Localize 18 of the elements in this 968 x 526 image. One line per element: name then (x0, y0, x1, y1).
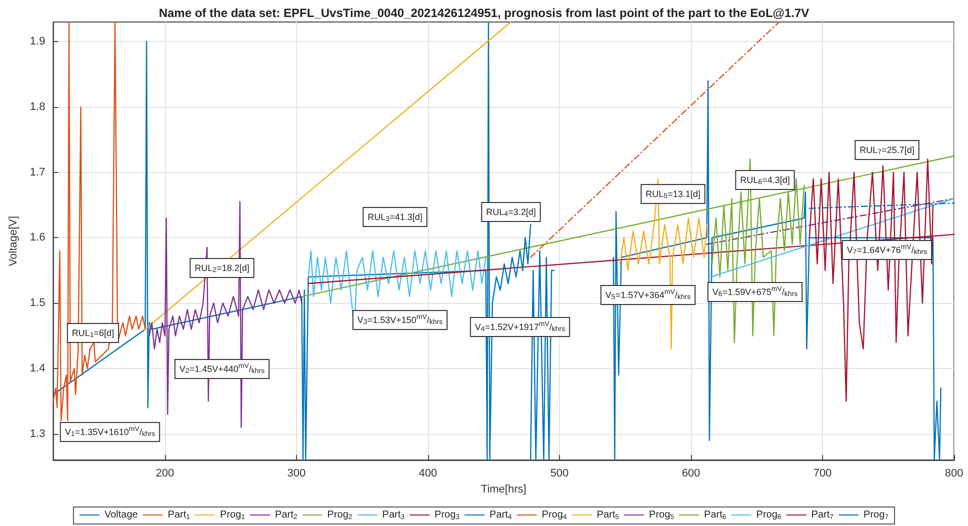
y-tick-label: 1.4 (30, 362, 46, 374)
x-axis-title: Time[hrs] (480, 484, 526, 496)
y-tick-label: 1.8 (30, 100, 46, 113)
y-tick-label: 1.6 (30, 232, 46, 244)
y-axis-title: Voltage[V] (8, 216, 20, 266)
x-tick-label: 500 (550, 468, 569, 480)
x-tick-label: 800 (944, 468, 964, 480)
legend-label: Voltage (104, 510, 138, 520)
x-tick-label: 300 (287, 468, 306, 480)
y-tick-label: 1.7 (30, 166, 46, 178)
x-tick-label: 400 (418, 468, 438, 480)
y-tick-label: 1.9 (30, 36, 46, 48)
chart-title: Name of the data set: EPFL_UvsTime_0040_2021426124951, prognosis from last point of the part to the EoL@1.7V (158, 6, 810, 20)
x-tick-label: 600 (682, 468, 700, 480)
x-tick-label: 700 (813, 468, 832, 480)
y-tick-label: 1.3 (30, 428, 46, 440)
x-tick-label: 200 (156, 468, 174, 480)
y-tick-label: 1.5 (30, 297, 46, 310)
